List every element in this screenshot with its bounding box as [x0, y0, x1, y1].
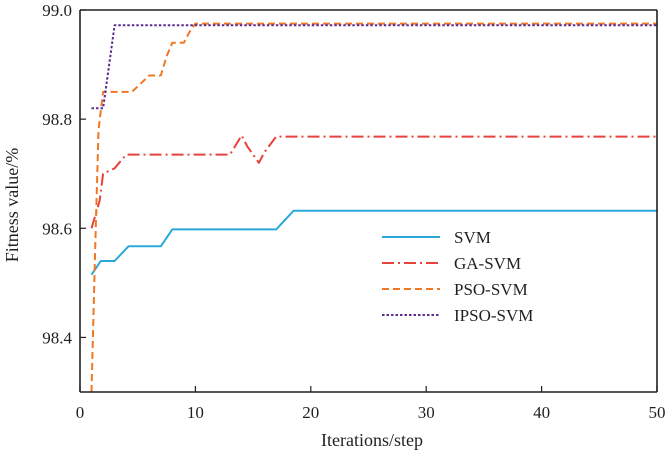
legend: SVM GA-SVM PSO-SVM IPSO-SVM [382, 228, 533, 325]
y-tick-label: 99.0 [42, 1, 72, 20]
ticks-layer: 0 10 20 30 40 50 98.4 98.6 98.8 99.0 [42, 1, 665, 422]
x-axis-title: Iterations/step [321, 430, 423, 450]
x-tick-label: 20 [302, 403, 319, 422]
x-tick-label: 50 [649, 403, 666, 422]
axes-layer [79, 9, 658, 393]
y-tick-label: 98.8 [42, 110, 72, 129]
series-line-ga-svm [90, 134, 657, 229]
y-tick-label: 98.4 [42, 328, 72, 347]
y-tick-label: 98.6 [42, 219, 72, 238]
series-layer [90, 22, 657, 393]
series-line-svm [90, 209, 657, 276]
series-line-pso-svm [90, 22, 657, 393]
legend-label-ga-svm: GA-SVM [454, 254, 521, 273]
x-tick-label: 10 [187, 403, 204, 422]
x-tick-label: 0 [76, 403, 85, 422]
x-tick-label: 40 [533, 403, 550, 422]
legend-label-pso-svm: PSO-SVM [454, 280, 528, 299]
y-axis-title: Fitness value/% [2, 148, 22, 263]
legend-label-ipso-svm: IPSO-SVM [454, 306, 533, 325]
legend-label-svm: SVM [454, 228, 491, 247]
x-tick-label: 30 [418, 403, 435, 422]
series-line-ipso-svm [91, 24, 657, 110]
